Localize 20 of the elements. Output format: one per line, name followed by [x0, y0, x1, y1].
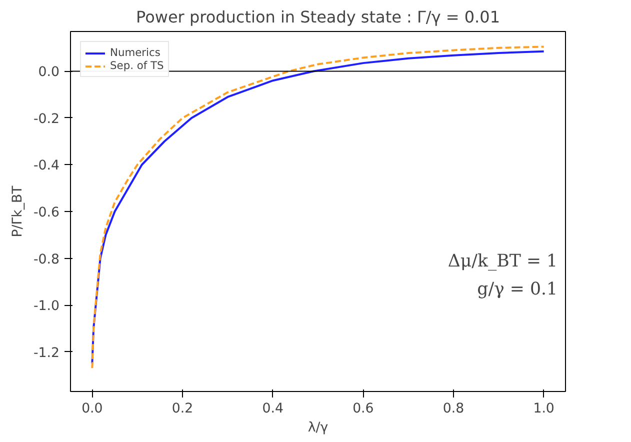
x-axis-title: λ/γ — [308, 420, 328, 436]
x-tick-label: 0.8 — [442, 402, 464, 416]
legend-label: Sep. of TS — [110, 59, 164, 72]
y-tick-label: -0.2 — [33, 112, 60, 127]
x-tick-label: 0.2 — [172, 402, 194, 416]
y-tick-label: -0.4 — [33, 158, 60, 174]
y-tick-label: -0.8 — [33, 252, 60, 268]
x-tick-label: 0.4 — [262, 402, 284, 416]
x-tick-label: 0.6 — [352, 402, 374, 416]
y-tick-label: -0.6 — [33, 206, 60, 220]
y-axis-title: P/Γk_BT — [10, 184, 26, 238]
x-tick-label: 1.0 — [533, 402, 554, 416]
annotation: Δμ/k_BT = 1 — [448, 252, 558, 272]
y-tick-label: -1.2 — [33, 346, 60, 361]
annotation: g/γ = 0.1 — [477, 280, 558, 300]
y-tick-label: -1.0 — [33, 299, 60, 314]
legend-label: Numerics — [110, 46, 160, 59]
chart-title: Power production in Steady state : Γ/γ = 0.01 — [136, 8, 500, 26]
y-tick-label: 0.0 — [38, 65, 60, 80]
x-tick-label: 0.0 — [82, 402, 103, 416]
